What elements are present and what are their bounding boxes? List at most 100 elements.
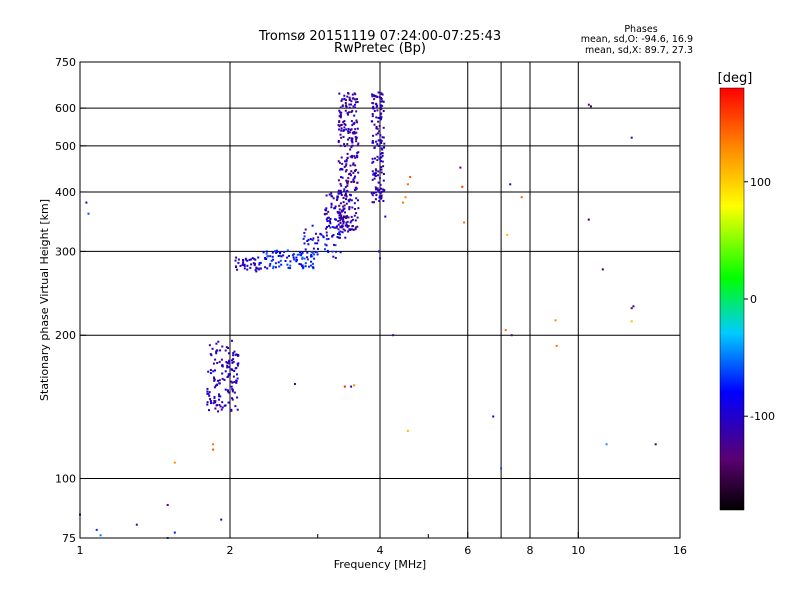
data-point <box>221 364 223 367</box>
data-point <box>378 196 381 199</box>
data-point <box>310 264 313 267</box>
data-point <box>228 359 231 362</box>
data-point <box>380 108 383 111</box>
data-point <box>246 268 249 271</box>
data-point <box>345 194 348 197</box>
phase-stats-o: mean, sd,O: -94.6, 16.9 <box>581 34 693 45</box>
data-point <box>352 162 355 165</box>
data-point <box>209 372 212 375</box>
data-point <box>349 148 352 151</box>
x-tick-label: 2 <box>227 544 234 557</box>
data-point <box>229 373 231 376</box>
data-point <box>306 251 309 254</box>
data-point <box>340 176 342 179</box>
data-point <box>246 259 249 262</box>
data-point <box>346 184 349 187</box>
data-point <box>221 401 224 404</box>
data-point <box>242 259 244 261</box>
data-point <box>235 367 238 369</box>
data-point <box>278 265 281 268</box>
data-point <box>371 157 374 160</box>
data-point <box>336 197 339 200</box>
data-point <box>378 191 381 194</box>
data-point <box>377 189 380 192</box>
data-point <box>326 226 328 228</box>
data-point <box>371 115 374 118</box>
data-point <box>382 110 385 112</box>
data-point <box>370 120 373 123</box>
data-point <box>347 230 350 233</box>
data-point <box>381 136 384 139</box>
data-point <box>355 101 357 104</box>
data-point <box>338 92 341 95</box>
data-point <box>350 100 353 103</box>
data-point <box>327 251 330 253</box>
data-point <box>353 384 356 387</box>
data-point <box>306 256 309 259</box>
data-point <box>357 207 360 210</box>
data-point <box>382 173 385 175</box>
data-point <box>379 105 382 108</box>
data-point <box>279 252 281 254</box>
data-point <box>382 179 385 182</box>
data-point <box>346 152 349 155</box>
data-point <box>277 255 280 257</box>
data-point <box>342 201 345 204</box>
data-point <box>217 340 220 343</box>
data-point <box>339 222 342 224</box>
data-point <box>343 120 346 123</box>
data-point <box>232 354 235 357</box>
data-point <box>409 176 412 178</box>
data-point <box>374 186 377 189</box>
data-point <box>339 202 342 205</box>
data-point <box>349 221 352 224</box>
data-point <box>374 95 377 98</box>
data-point <box>332 234 335 236</box>
data-point <box>342 222 345 225</box>
data-point <box>335 218 337 221</box>
data-point <box>325 234 328 237</box>
data-point <box>235 256 238 259</box>
data-point <box>461 185 464 188</box>
data-point <box>135 523 138 526</box>
data-point <box>231 388 234 391</box>
data-point <box>340 226 343 229</box>
data-point <box>345 99 347 102</box>
data-point <box>380 116 383 119</box>
data-point <box>348 206 351 209</box>
data-point <box>337 124 340 127</box>
data-point <box>339 251 342 254</box>
data-point <box>587 103 590 106</box>
data-point <box>280 263 283 266</box>
data-point <box>315 232 317 235</box>
data-point <box>272 258 275 261</box>
data-point <box>327 216 330 219</box>
data-point <box>459 166 462 169</box>
data-point <box>265 252 268 255</box>
data-point <box>376 104 379 107</box>
data-point <box>380 100 383 103</box>
data-point <box>375 116 378 119</box>
data-point <box>355 140 358 143</box>
data-point <box>310 260 313 263</box>
data-point <box>279 259 282 262</box>
data-point <box>234 259 237 262</box>
data-point <box>339 236 341 239</box>
data-point <box>380 195 383 198</box>
data-point <box>219 349 222 352</box>
data-point <box>384 215 387 218</box>
data-point <box>354 226 357 229</box>
data-point <box>258 262 261 265</box>
data-point <box>377 144 380 147</box>
data-point <box>356 144 359 147</box>
data-point <box>254 258 257 261</box>
data-point <box>302 237 305 240</box>
data-point <box>309 238 312 241</box>
data-point <box>243 267 246 270</box>
data-point <box>589 105 592 108</box>
data-point <box>324 248 326 251</box>
data-point <box>350 385 353 388</box>
data-point <box>237 258 240 261</box>
data-point <box>374 168 377 171</box>
data-point <box>250 263 253 266</box>
